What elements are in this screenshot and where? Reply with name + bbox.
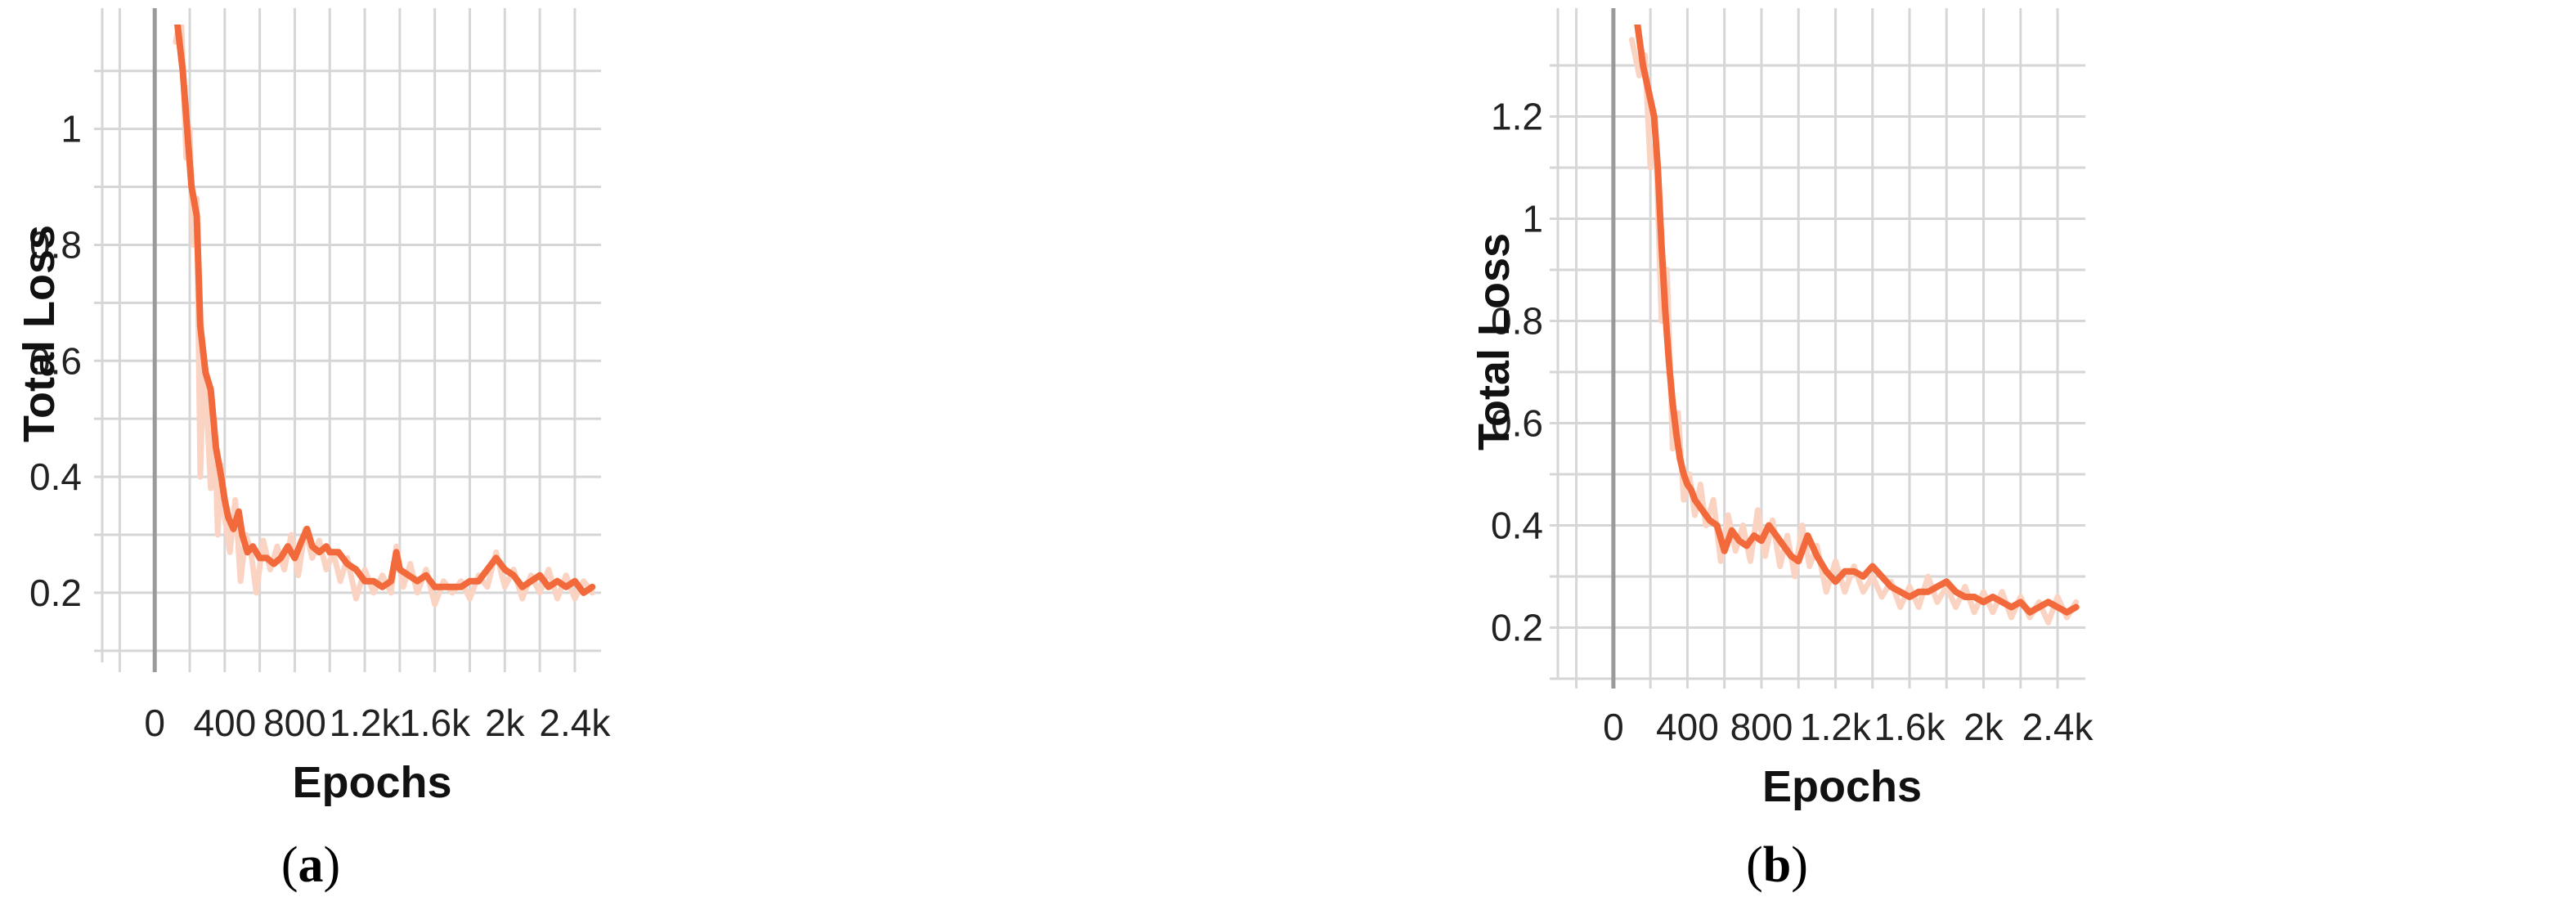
y-tick-label: 0.4 xyxy=(29,455,82,498)
series-line-raw xyxy=(1629,37,2080,626)
x-tick-label: 0 xyxy=(1603,706,1624,748)
y-axis-title: Total Loss xyxy=(15,225,64,442)
grid xyxy=(1550,8,2085,689)
y-tick-label: 0.4 xyxy=(1491,505,1543,547)
grid xyxy=(94,8,601,672)
y-tick-label: 1 xyxy=(61,108,82,150)
series-group xyxy=(173,25,596,608)
y-tick-label: 0.2 xyxy=(1491,607,1543,649)
x-axis-title: Epochs xyxy=(1762,762,1922,811)
chart-panel-a: 0.2 0.4 0.6 0.8 1 0 400 800 1.2k 1.6k 2k 2.4k Epochs… xyxy=(15,8,611,893)
panel-caption: (b) xyxy=(1746,837,1808,893)
x-tick-label: 1.6k xyxy=(399,702,471,744)
chart-panel-b: 0.2 0.4 0.6 0.8 1 1.2 0 400 800 1.2k 1.6k 2k 2.4k Epo… xyxy=(1288,0,2576,924)
x-axis-title: Epochs xyxy=(292,758,451,807)
x-tick-label: 1.6k xyxy=(1874,706,1946,748)
y-tick-label: 1.2 xyxy=(1491,96,1543,138)
x-tick-label: 0 xyxy=(144,702,165,744)
y-tick-label: 0.6 xyxy=(1491,402,1543,445)
x-tick-label: 400 xyxy=(1656,706,1719,748)
y-tick-label: 0.8 xyxy=(29,223,82,266)
loss-chart-a: 0.2 0.4 0.6 0.8 1 0 400 800 1.2k1.6k 2k 2.4k Epochs… xyxy=(15,8,611,893)
x-tick-label: 800 xyxy=(263,702,326,744)
series-group xyxy=(1629,25,2080,626)
y-tick-label: 0.2 xyxy=(29,572,82,614)
panel-caption: (a) xyxy=(281,837,340,893)
series-line-smoothed xyxy=(1634,25,2080,616)
series-line-smoothed xyxy=(174,25,596,596)
y-axis-title: Total Loss xyxy=(1470,233,1519,451)
x-tick-label: 1.2k xyxy=(330,702,402,744)
x-tick-label: 800 xyxy=(1730,706,1793,748)
x-tick-label: 2k xyxy=(1963,706,2004,748)
x-tick-label: 2.4k xyxy=(539,702,611,744)
y-tick-label: 0.8 xyxy=(1491,300,1543,343)
x-tick-label: 2k xyxy=(485,702,526,744)
y-tick-label: 1 xyxy=(1522,198,1543,240)
x-tick-label: 400 xyxy=(193,702,256,744)
x-tick-label: 1.2k xyxy=(1800,706,1872,748)
x-tick-label: 2.4k xyxy=(2022,706,2094,748)
y-tick-label: 0.6 xyxy=(29,339,82,382)
loss-chart-b: 0.2 0.4 0.6 0.8 1 1.2 0 400 800 1.2k 1.6k 2k 2.4k Epo… xyxy=(1470,8,2094,893)
